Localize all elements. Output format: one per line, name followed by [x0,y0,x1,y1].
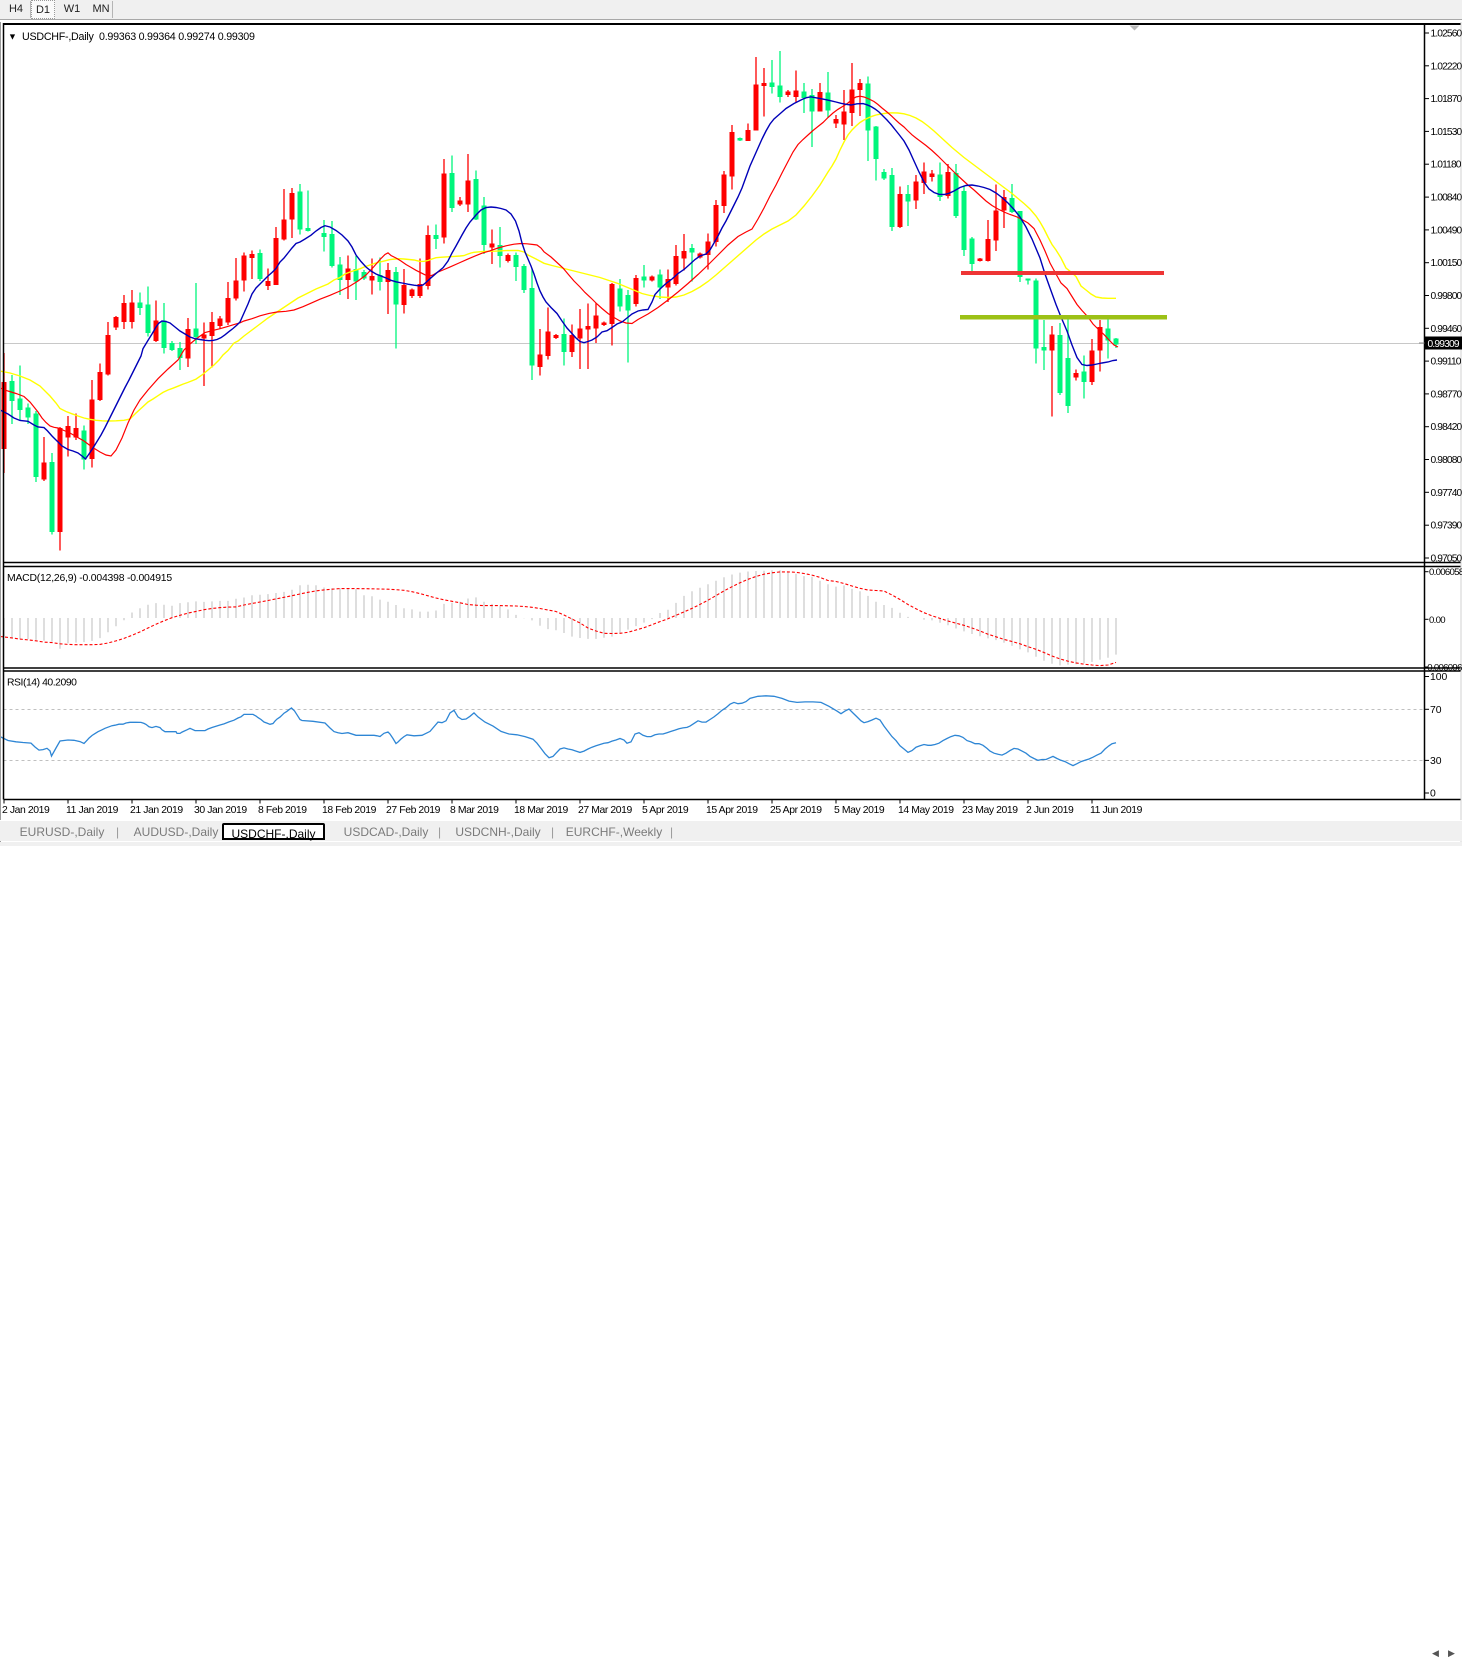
svg-text:18 Feb 2019: 18 Feb 2019 [322,805,377,816]
svg-text:8 Mar 2019: 8 Mar 2019 [450,805,499,816]
svg-text:2 Jun 2019: 2 Jun 2019 [1026,805,1074,816]
svg-text:5 Apr 2019: 5 Apr 2019 [642,805,689,816]
svg-text:0.99460: 0.99460 [1431,324,1462,335]
svg-text:25 Apr 2019: 25 Apr 2019 [770,805,822,816]
svg-text:0.97740: 0.97740 [1431,488,1462,499]
svg-text:1.00150: 1.00150 [1431,258,1462,269]
svg-text:0.00: 0.00 [1429,615,1445,626]
svg-text:21 Jan 2019: 21 Jan 2019 [130,805,183,816]
svg-text:0.98080: 0.98080 [1431,455,1462,466]
svg-text:0.97050: 0.97050 [1431,553,1462,564]
svg-text:RSI(14) 40.2090: RSI(14) 40.2090 [7,678,77,689]
svg-text:1.01530: 1.01530 [1431,127,1462,138]
svg-text:1.02220: 1.02220 [1431,61,1462,72]
svg-text:14 May 2019: 14 May 2019 [898,805,954,816]
svg-text:27 Mar 2019: 27 Mar 2019 [578,805,633,816]
svg-text:11 Jan 2019: 11 Jan 2019 [66,805,119,816]
svg-text:15 Apr 2019: 15 Apr 2019 [706,805,758,816]
svg-text:11 Jun 2019: 11 Jun 2019 [1090,805,1143,816]
svg-text:0: 0 [1430,789,1436,800]
svg-text:1.00490: 1.00490 [1431,225,1462,236]
svg-text:0.99110: 0.99110 [1431,357,1462,368]
svg-text:1.02560: 1.02560 [1431,29,1462,40]
svg-text:18 Mar 2019: 18 Mar 2019 [514,805,569,816]
svg-text:USDCHF-,Daily 0.99363 0.99364: USDCHF-,Daily 0.99363 0.99364 0.99274 0.… [22,31,255,43]
svg-text:23 May 2019: 23 May 2019 [962,805,1018,816]
svg-text:100: 100 [1430,672,1448,683]
svg-text:27 Feb 2019: 27 Feb 2019 [386,805,441,816]
svg-text:MACD(12,26,9) -0.004398 -0.004: MACD(12,26,9) -0.004398 -0.004915 [7,573,172,584]
svg-text:1.01180: 1.01180 [1431,160,1462,171]
svg-text:1.00840: 1.00840 [1431,193,1462,204]
svg-text:8 Feb 2019: 8 Feb 2019 [258,805,307,816]
svg-text:0.98420: 0.98420 [1431,422,1462,433]
svg-text:30: 30 [1430,756,1442,767]
svg-text:30 Jan 2019: 30 Jan 2019 [194,805,247,816]
svg-text:0.99309: 0.99309 [1428,339,1460,350]
svg-text:5 May 2019: 5 May 2019 [834,805,885,816]
svg-text:0.98770: 0.98770 [1431,389,1462,400]
svg-text:2 Jan 2019: 2 Jan 2019 [2,805,50,816]
svg-text:0.006058: 0.006058 [1429,567,1462,578]
svg-text:70: 70 [1430,705,1442,716]
svg-text:0.97390: 0.97390 [1431,521,1462,532]
svg-text:1.01870: 1.01870 [1431,94,1462,105]
svg-text:0.99800: 0.99800 [1431,291,1462,302]
svg-text:▼: ▼ [8,32,17,42]
